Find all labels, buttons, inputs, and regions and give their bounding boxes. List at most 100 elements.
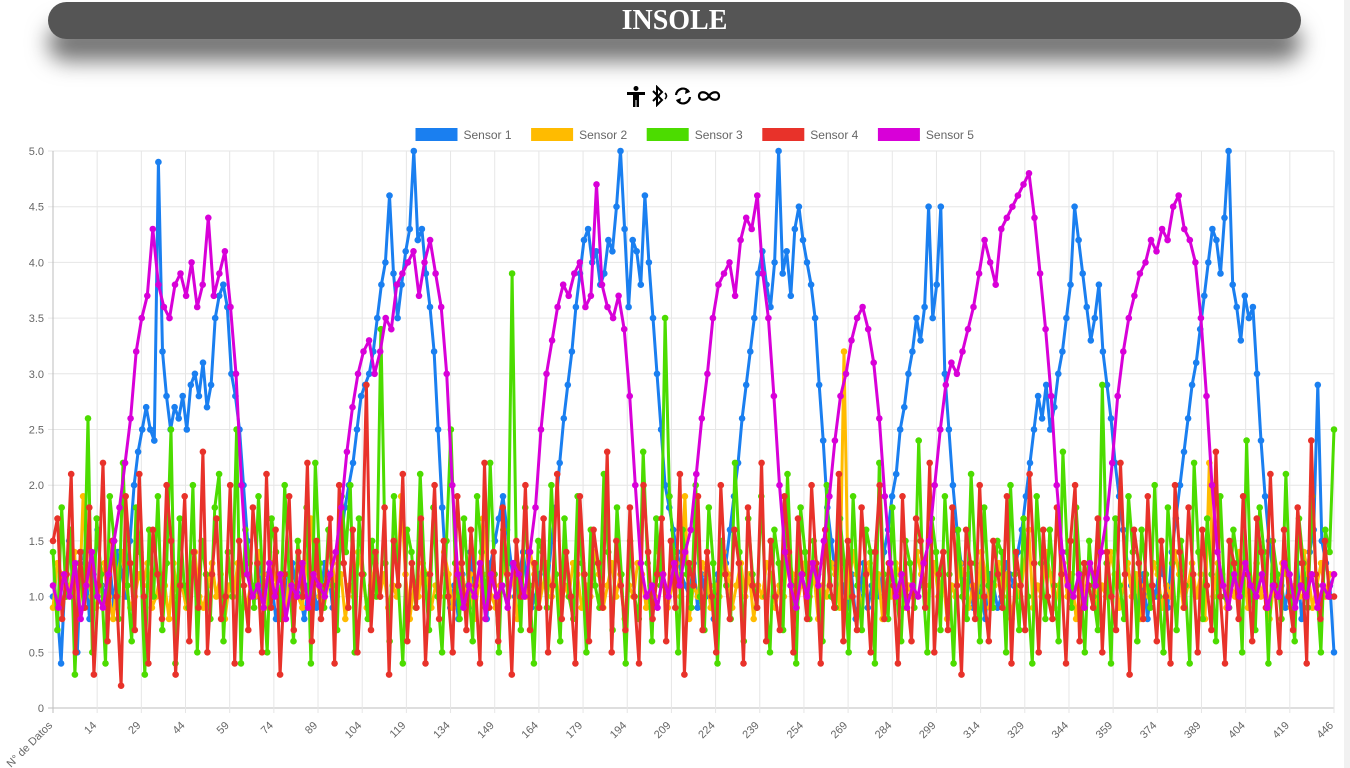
data-point	[149, 526, 157, 534]
data-point	[1217, 270, 1224, 277]
x-tick-label: 134	[431, 720, 452, 741]
data-point	[1186, 236, 1194, 244]
data-point	[317, 615, 325, 623]
grid-lines	[48, 150, 1335, 713]
data-point	[499, 493, 507, 500]
data-point	[160, 303, 168, 311]
series-line	[51, 171, 1336, 621]
data-point	[1230, 526, 1237, 534]
series-line	[51, 272, 1336, 677]
data-point	[388, 325, 395, 333]
data-point	[1317, 649, 1325, 656]
data-point	[414, 236, 422, 244]
data-point	[803, 615, 811, 623]
data-point	[776, 626, 784, 634]
data-point	[572, 660, 579, 667]
data-point	[740, 660, 747, 667]
person-standing-icon[interactable]	[625, 85, 647, 107]
data-point	[649, 314, 657, 322]
refresh-icon[interactable]	[673, 85, 693, 107]
data-point	[644, 548, 652, 556]
data-point	[295, 548, 302, 556]
data-point	[243, 571, 251, 578]
data-point	[404, 259, 412, 266]
data-point	[767, 537, 774, 545]
data-point	[560, 415, 568, 422]
data-point	[944, 626, 952, 634]
data-point	[594, 559, 602, 567]
data-point	[771, 259, 778, 266]
data-point	[106, 493, 114, 500]
data-point	[1147, 604, 1154, 611]
data-point	[970, 303, 977, 311]
data-point	[1158, 537, 1165, 545]
data-point	[438, 649, 446, 656]
data-point	[1151, 481, 1158, 489]
data-point	[1257, 437, 1265, 444]
data-point	[434, 426, 442, 433]
data-point	[54, 626, 61, 634]
data-point	[792, 660, 800, 667]
data-point	[141, 671, 149, 678]
data-point	[568, 348, 576, 355]
data-point	[629, 236, 636, 244]
data-point	[871, 660, 879, 667]
data-point	[994, 571, 1002, 578]
data-point	[526, 548, 534, 556]
data-point	[690, 582, 697, 589]
data-point	[165, 615, 173, 623]
data-point	[1029, 660, 1036, 667]
data-point	[342, 615, 349, 623]
data-point	[599, 604, 606, 611]
page-title: INSOLE	[621, 5, 728, 36]
data-point	[980, 593, 988, 600]
data-point	[948, 359, 955, 366]
data-point	[670, 559, 678, 567]
data-point	[121, 459, 129, 467]
data-point	[426, 571, 434, 578]
data-point	[637, 559, 645, 567]
data-point	[372, 548, 379, 556]
data-point	[418, 225, 426, 233]
data-point	[66, 593, 73, 600]
data-point	[404, 637, 411, 645]
data-point	[867, 649, 874, 656]
data-point	[803, 259, 811, 266]
data-point	[437, 303, 445, 311]
data-point	[712, 649, 720, 656]
data-point	[1214, 548, 1221, 556]
data-point	[355, 515, 363, 522]
data-point	[515, 571, 523, 578]
bluetooth-icon[interactable]	[650, 85, 670, 107]
data-point	[1269, 582, 1277, 589]
data-point	[935, 571, 943, 578]
data-point	[1303, 593, 1310, 600]
data-point	[950, 660, 957, 667]
data-point	[823, 481, 831, 489]
data-point	[1194, 649, 1201, 656]
data-point	[1134, 637, 1141, 645]
data-point	[662, 637, 670, 645]
data-point	[216, 270, 223, 277]
data-point	[535, 537, 542, 545]
data-point	[1258, 571, 1266, 578]
data-point	[1205, 259, 1212, 266]
scrollbar[interactable]	[1344, 0, 1350, 768]
data-point	[1121, 571, 1129, 578]
data-point	[367, 626, 375, 634]
data-point	[791, 225, 799, 233]
data-point	[751, 314, 758, 322]
data-point	[540, 515, 547, 522]
data-point	[245, 626, 252, 634]
data-point	[693, 470, 700, 478]
data-point	[203, 403, 211, 411]
data-point	[110, 537, 118, 545]
data-point	[949, 504, 956, 511]
data-point	[715, 281, 722, 288]
infinity-icon[interactable]	[696, 85, 722, 107]
series-layer	[49, 147, 1338, 689]
data-point	[613, 203, 620, 210]
data-point	[654, 604, 661, 611]
data-point	[1258, 548, 1265, 556]
data-point	[767, 303, 774, 311]
